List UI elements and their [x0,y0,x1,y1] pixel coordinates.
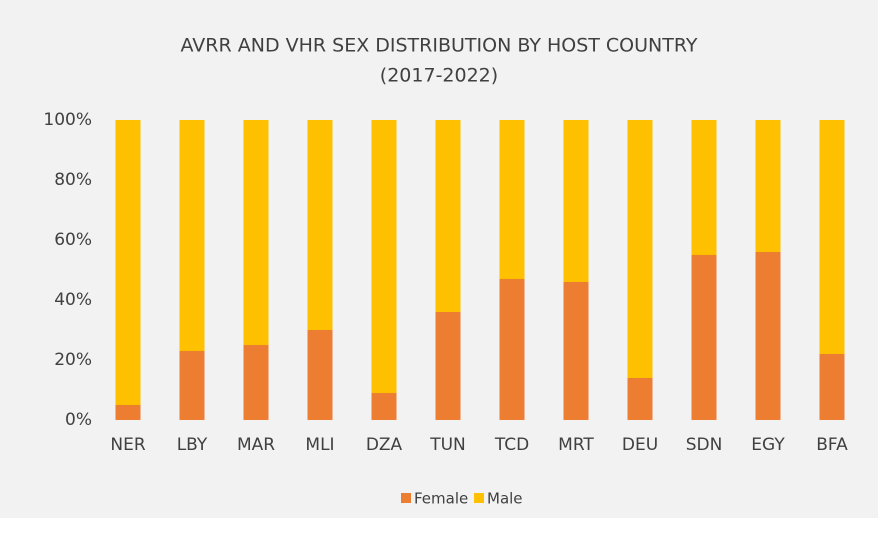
x-tick-label: DEU [622,435,658,455]
chart-title: AVRR AND VHR SEX DISTRIBUTION BY HOST CO… [181,35,698,57]
x-tick-label: DZA [366,435,403,455]
legend-label: Female [414,490,468,508]
bar-segment [307,330,333,420]
bar-segment [115,405,141,420]
bar-segment [435,312,461,420]
x-tick-label: MLI [305,435,334,455]
bar-segment [243,120,269,345]
legend-swatch [474,493,484,503]
y-tick-label: 80% [54,170,92,190]
y-tick-label: 20% [54,350,92,370]
y-tick-label: 40% [54,290,92,310]
bar-segment [819,120,845,354]
bar-segment [563,120,589,282]
x-tick-label: TCD [494,435,529,455]
bar-segment [243,345,269,420]
y-tick-label: 100% [43,110,92,130]
x-tick-label: MRT [558,435,594,455]
x-tick-label: NER [110,435,145,455]
bar-segment [179,351,205,420]
bar-segment [307,120,333,330]
legend-swatch [401,493,411,503]
legend-label: Male [487,490,523,508]
bar-segment [691,255,717,420]
bar-segment [499,120,525,279]
x-tick-label: LBY [177,435,208,455]
bar-segment [755,252,781,420]
bar-segment [499,279,525,420]
x-tick-label: TUN [429,435,466,455]
bar-segment [371,393,397,420]
chart-subtitle: (2017-2022) [380,65,498,87]
bar-segment [819,354,845,420]
bar-segment [563,282,589,420]
bar-segment [179,120,205,351]
x-tick-label: SDN [686,435,723,455]
x-tick-label: MAR [237,435,275,455]
bar-segment [435,120,461,312]
bar-segment [627,120,653,378]
bar-segment [691,120,717,255]
x-tick-label: BFA [816,435,848,455]
x-tick-label: EGY [751,435,785,455]
bar-segment [627,378,653,420]
bar-segment [371,120,397,393]
y-tick-label: 0% [65,410,92,430]
bar-segment [755,120,781,252]
bar-segment [115,120,141,405]
y-tick-label: 60% [54,230,92,250]
